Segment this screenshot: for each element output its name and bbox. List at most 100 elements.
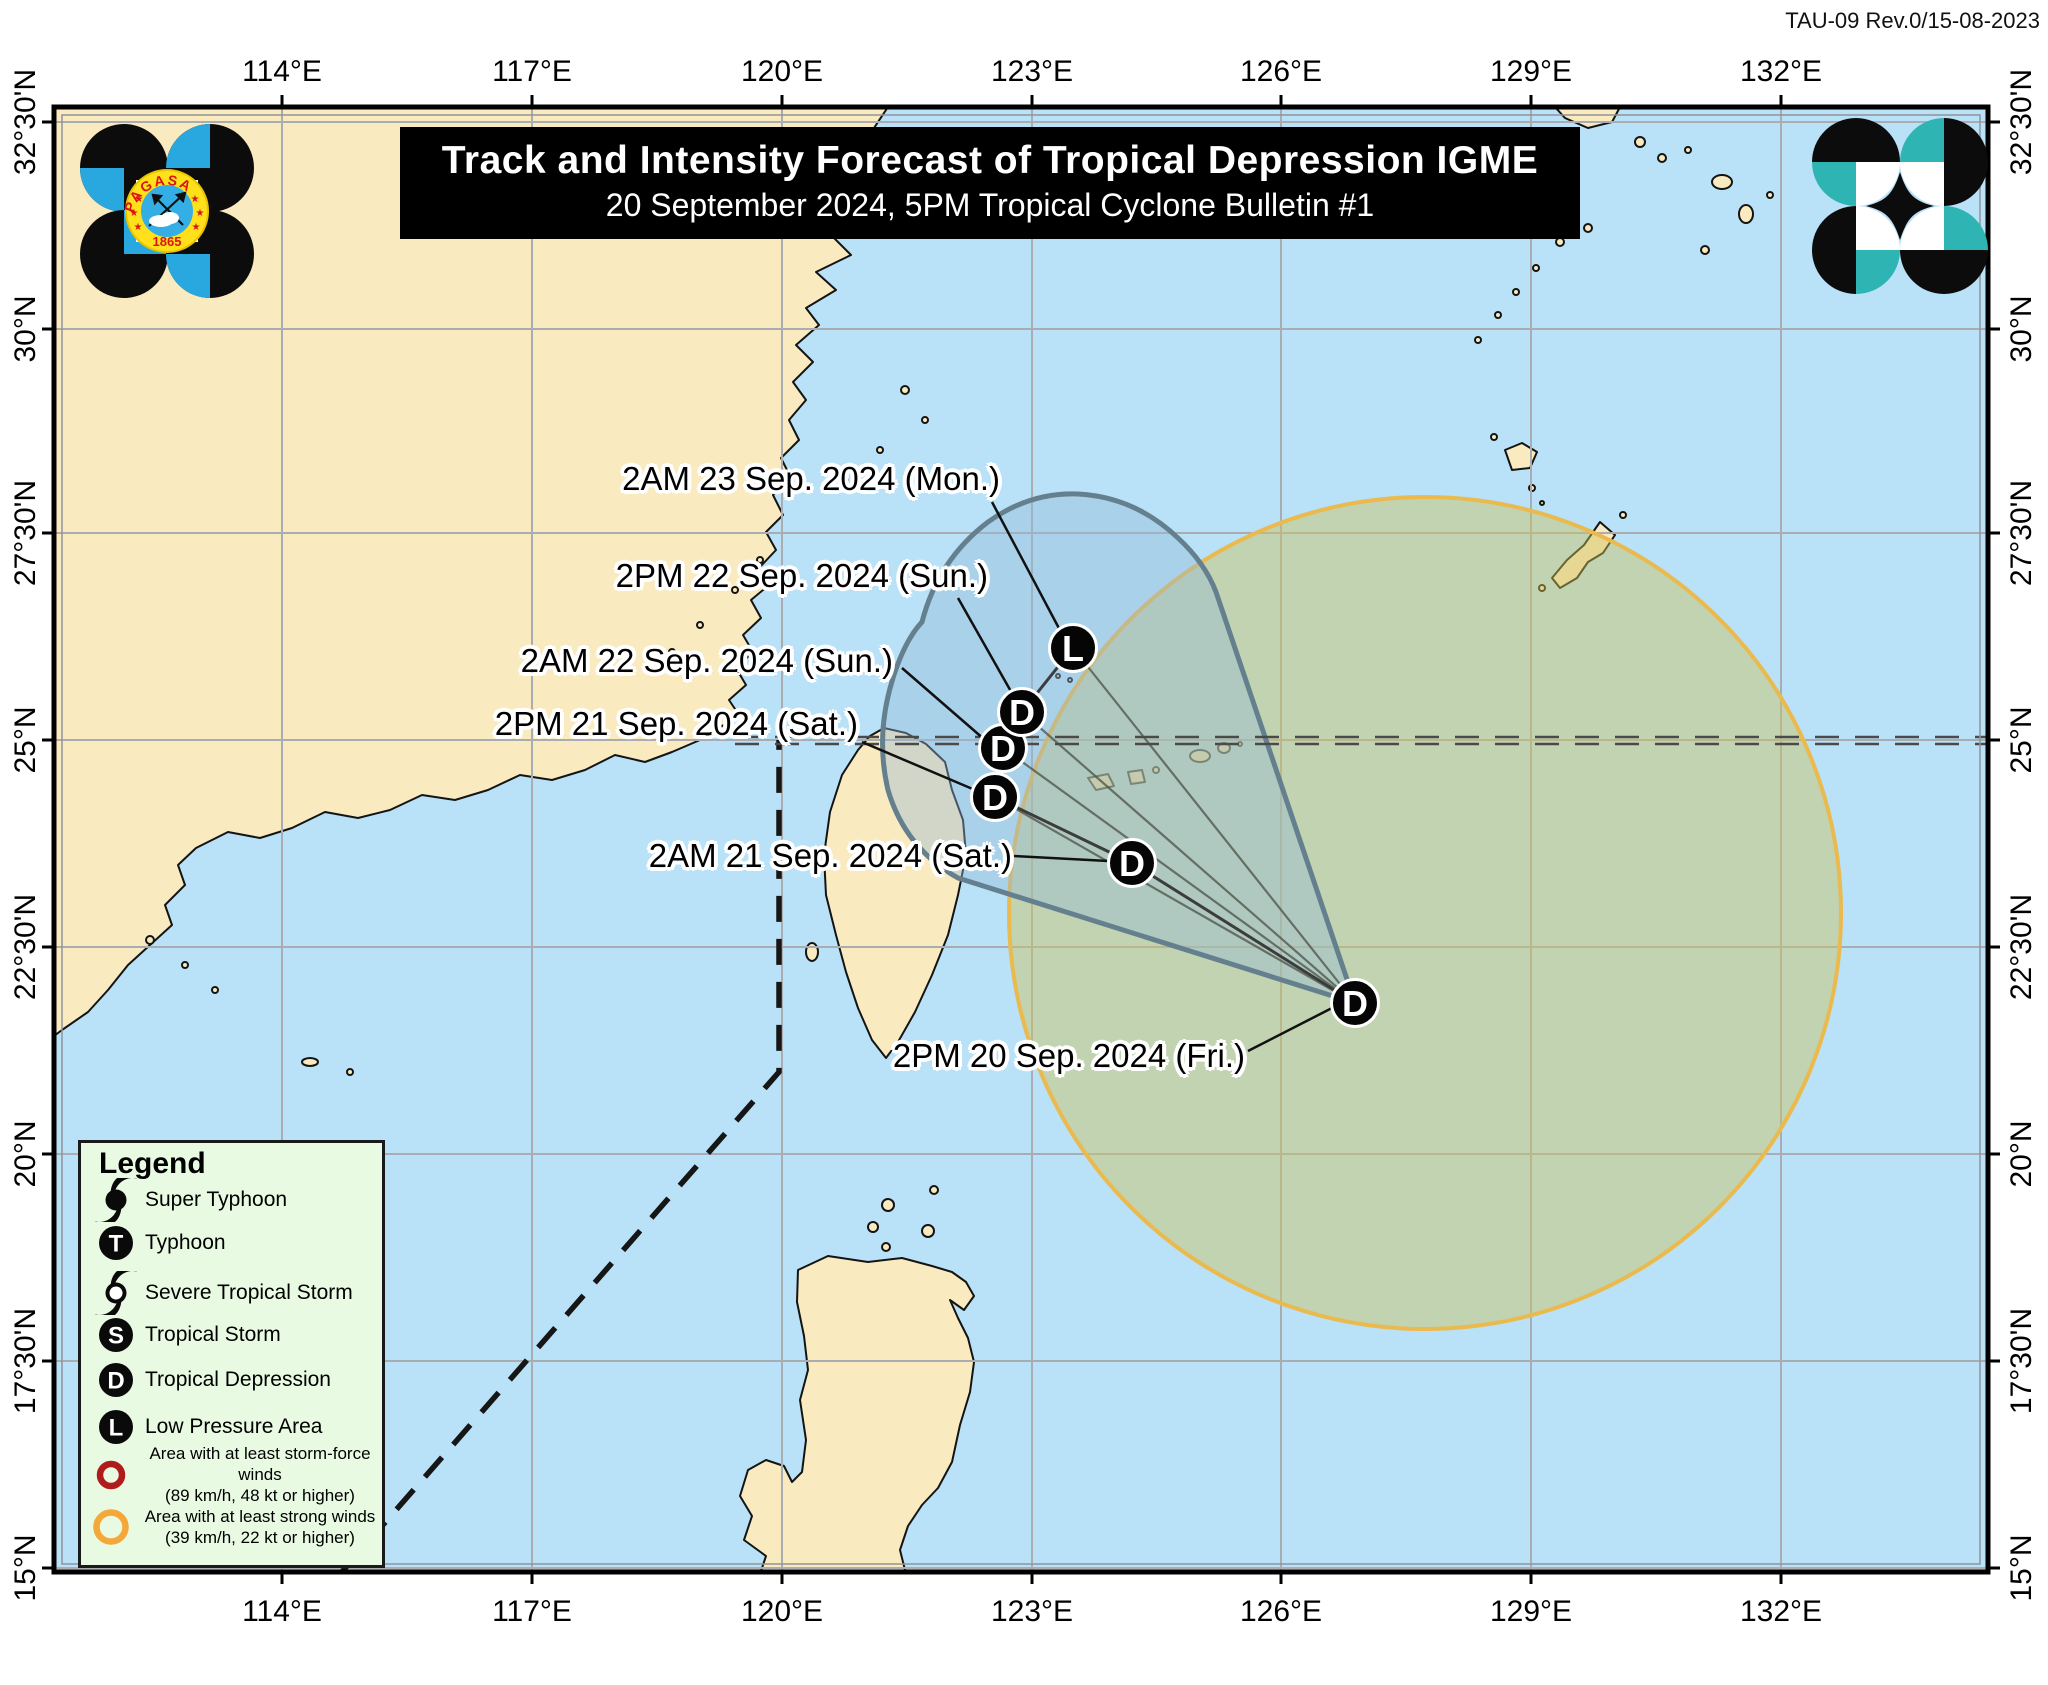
title-bar: Track and Intensity Forecast of Tropical…	[400, 127, 1580, 239]
track-time-label: 2PM 22 Sep. 2024 (Sun.)	[615, 557, 988, 595]
revision-note: TAU-09 Rev.0/15-08-2023	[1785, 8, 2040, 33]
legend-item-storm-force-winds: Area with at least storm-force winds (89…	[85, 1443, 383, 1506]
track-point-markers: D D D D D L	[970, 623, 1380, 1028]
lat-label-left: 27°30'N	[9, 479, 42, 587]
svg-text:D: D	[1119, 843, 1145, 884]
svg-text:D: D	[107, 1368, 124, 1395]
legend-item-severe-tropical-storm: Severe Tropical Storm	[87, 1271, 381, 1315]
lat-label-right: 17°30'N	[2005, 1307, 2038, 1415]
super-typhoon-icon	[87, 1178, 145, 1222]
svg-text:D: D	[1342, 983, 1368, 1024]
axis-ticks	[42, 95, 2000, 1584]
bulletin-subtitle: 20 September 2024, 5PM Tropical Cyclone …	[605, 187, 1375, 223]
map-frame	[51, 104, 1991, 1575]
legend-item-super-typhoon: Super Typhoon	[87, 1178, 381, 1222]
track-time-label: 2PM 20 Sep. 2024 (Fri.)	[892, 1037, 1245, 1075]
strong-wind-ring-icon	[85, 1505, 137, 1549]
legend-item-tropical-storm: S Tropical Storm	[87, 1313, 381, 1357]
svg-text:D: D	[990, 728, 1016, 769]
lat-label-left: 17°30'N	[9, 1307, 42, 1415]
lat-label-right: 27°30'N	[2005, 479, 2038, 587]
strong-winds-line2: (39 km/h, 22 kt or higher)	[165, 1528, 355, 1547]
low-pressure-area-icon: L	[87, 1405, 145, 1449]
legend-title: Legend	[99, 1147, 206, 1180]
lon-label-top: 132°E	[1739, 55, 1823, 88]
tropical-storm-icon: S	[87, 1313, 145, 1357]
dost-logo	[1812, 118, 1988, 294]
lat-label-left: 32°30'N	[9, 68, 42, 176]
lon-label-top: 120°E	[740, 55, 824, 88]
lat-label-right: 32°30'N	[2005, 68, 2038, 176]
lon-label-bottom: 132°E	[1739, 1595, 1823, 1628]
bulletin-title: Track and Intensity Forecast of Tropical…	[441, 139, 1539, 182]
lon-label-top: 129°E	[1489, 55, 1573, 88]
svg-text:L: L	[1062, 628, 1084, 669]
pagasa-seal-stars: ★ ★ ★ ★ ★ ★	[130, 194, 205, 233]
svg-text:T: T	[109, 1231, 124, 1258]
legend: Legend Super Typhoon T Typhoon Severe Tr…	[78, 1140, 385, 1568]
svg-text:★: ★	[191, 194, 200, 205]
svg-text:S: S	[108, 1323, 124, 1350]
lon-label-bottom: 123°E	[990, 1595, 1074, 1628]
par-boundary	[338, 740, 782, 1572]
lon-label-bottom: 114°E	[242, 1595, 322, 1628]
lat-label-left: 20°N	[9, 1120, 42, 1188]
lat-label-left: 22°30'N	[9, 893, 42, 1001]
svg-text:D: D	[1009, 692, 1035, 733]
legend-item-strong-winds: Area with at least strong winds (39 km/h…	[85, 1505, 383, 1549]
typhoon-icon: T	[87, 1221, 145, 1265]
storm-force-winds-line1: Area with at least storm-force winds	[149, 1444, 371, 1484]
lat-label-right: 22°30'N	[2005, 893, 2038, 1001]
severe-tropical-storm-icon	[87, 1271, 145, 1315]
track-time-label: 2AM 23 Sep. 2024 (Mon.)	[622, 460, 1000, 498]
svg-text:D: D	[982, 777, 1008, 818]
landmass-china	[54, 107, 889, 1037]
svg-text:★: ★	[134, 222, 143, 233]
svg-text:★: ★	[135, 194, 144, 205]
track-time-label: 2AM 21 Sep. 2024 (Sat.)	[648, 837, 1012, 875]
lon-label-top: 117°E	[492, 55, 572, 88]
label-pointer-lines	[861, 501, 1333, 1053]
track-time-label: 2PM 21 Sep. 2024 (Sat.)	[494, 705, 858, 743]
svg-text:L: L	[109, 1415, 124, 1442]
track-point-marker: D	[970, 772, 1020, 822]
lat-label-left: 25°N	[9, 706, 42, 774]
lon-label-top: 114°E	[242, 55, 322, 88]
forecast-cone	[880, 491, 1358, 1006]
lat-label-left: 30°N	[9, 295, 42, 363]
legend-item-low-pressure-area: L Low Pressure Area	[87, 1405, 381, 1449]
track-point-marker: D	[1330, 978, 1380, 1028]
lon-label-bottom: 117°E	[492, 1595, 572, 1628]
lat-label-right: 30°N	[2005, 295, 2038, 363]
lon-label-bottom: 126°E	[1239, 1595, 1323, 1628]
svg-text:★: ★	[196, 208, 205, 219]
svg-text:★: ★	[192, 222, 201, 233]
legend-item-typhoon: T Typhoon	[87, 1221, 381, 1265]
svg-text:★: ★	[130, 208, 139, 219]
legend-item-tropical-depression: D Tropical Depression	[87, 1358, 381, 1402]
dost-star	[1866, 172, 1934, 240]
strong-wind-area-circle	[1007, 495, 1843, 1331]
lat-label-right: 20°N	[2005, 1120, 2038, 1188]
lon-label-top: 123°E	[990, 55, 1074, 88]
forecast-fan-lines	[994, 647, 1356, 1004]
lat-label-right: 25°N	[2005, 706, 2038, 774]
map-frame-inner	[61, 114, 1981, 1565]
lon-label-top: 126°E	[1239, 55, 1323, 88]
track-time-label: 2AM 22 Sep. 2024 (Sun.)	[520, 642, 893, 680]
lat-label-right: 15°N	[2005, 1534, 2038, 1602]
track-point-marker: D	[1107, 838, 1157, 888]
track-point-marker: L	[1048, 623, 1098, 673]
lon-label-bottom: 129°E	[1489, 1595, 1573, 1628]
tropical-depression-icon: D	[87, 1358, 145, 1402]
lon-label-bottom: 120°E	[740, 1595, 824, 1628]
storm-force-wind-ring-icon	[85, 1453, 137, 1497]
storm-force-winds-line2: (89 km/h, 48 kt or higher)	[165, 1486, 355, 1505]
pagasa-logo: PAGASA 1865 ★★★ ★★★	[80, 124, 254, 298]
landmass-luzon	[739, 1185, 975, 1572]
par-boundary-25n	[735, 735, 1988, 746]
strong-winds-line1: Area with at least strong winds	[144, 1507, 376, 1526]
track-point-marker: D	[997, 687, 1047, 737]
svg-text:1865: 1865	[153, 234, 182, 249]
